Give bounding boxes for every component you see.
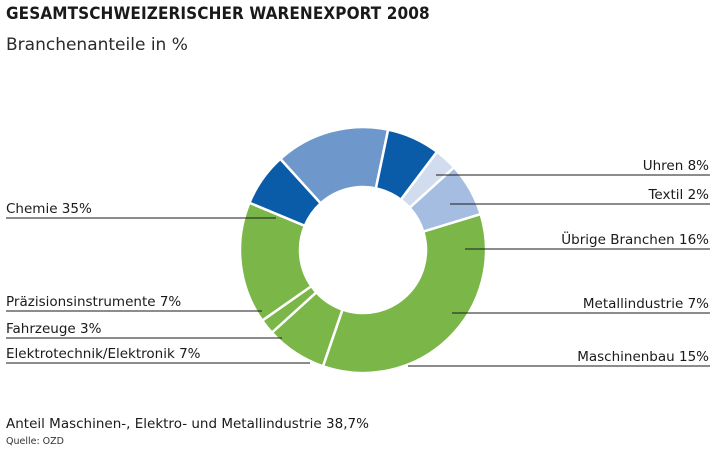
label-chemie: Chemie 35%	[6, 201, 92, 217]
slice-praezisionsinstrumente	[408, 166, 482, 233]
label-maschinenbau: Maschinenbau 15%	[577, 349, 709, 365]
slice-chemie	[321, 212, 488, 375]
label-uhren: Uhren 8%	[643, 158, 709, 174]
chart-subtitle: Branchenanteile in %	[6, 35, 188, 55]
label-fahrzeuge: Fahrzeuge 3%	[6, 321, 102, 337]
slice-labels: Chemie 35% Uhren 8% Textil 2% Übrige Branch…	[6, 158, 709, 365]
label-textil: Textil 2%	[647, 187, 709, 203]
label-praezisionsinstrumente: Präzisionsinstrumente 7%	[6, 294, 181, 310]
source-note: Quelle: OZD	[6, 436, 64, 447]
label-metallindustrie: Metallindustrie 7%	[583, 296, 709, 312]
label-elektrotechnik-elektronik: Elektrotechnik/Elektronik 7%	[6, 346, 201, 362]
label-uebrige-branchen: Übrige Branchen 16%	[561, 230, 709, 248]
footer-note: Anteil Maschinen-, Elektro- und Metallin…	[6, 416, 369, 432]
donut-slices	[238, 125, 488, 375]
chart-title: GESAMTSCHWEIZERISCHER WARENEXPORT 2008	[6, 4, 430, 24]
leader-lines	[6, 174, 710, 367]
